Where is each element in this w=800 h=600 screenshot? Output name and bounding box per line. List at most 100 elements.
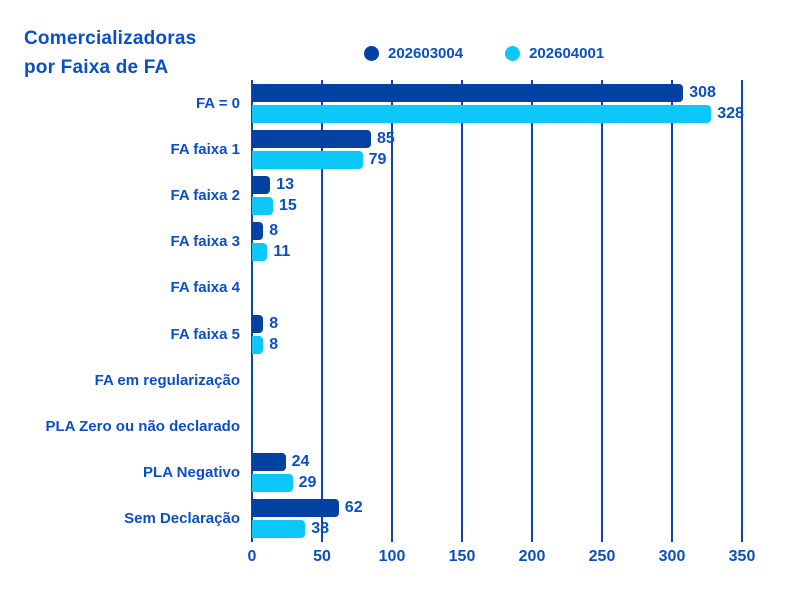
bar-line: 24: [252, 453, 742, 472]
category-label: FA faixa 4: [170, 279, 240, 297]
legend-item-202604001[interactable]: 202604001: [505, 45, 604, 62]
bar-line: 62: [252, 499, 742, 518]
gridline: [671, 80, 673, 542]
bar-202604001[interactable]: [252, 520, 306, 539]
x-axis: 0 50 100 150 200 250 300 350: [248, 548, 756, 568]
x-tick-label: 150: [448, 548, 476, 565]
category-label: FA faixa 3: [170, 233, 240, 251]
bar-value-label: 11: [273, 243, 291, 261]
x-tick-label: 200: [518, 548, 546, 565]
legend-label: 202603004: [388, 45, 464, 62]
bar-value-label: 15: [279, 196, 297, 214]
gridline: [461, 80, 463, 542]
legend-item-202603004[interactable]: 202603004: [364, 45, 463, 62]
bar-202604001[interactable]: [252, 474, 293, 493]
bar-group: [252, 403, 742, 449]
bar-group: 85 79: [252, 126, 742, 172]
legend-label: 202604001: [529, 45, 605, 62]
bar-value-label: 79: [368, 150, 387, 168]
plot-area: 308 328 85 79 13 15 8 11 8 8 24 29 62 38: [251, 80, 744, 542]
bar-202604001[interactable]: [252, 243, 268, 262]
gridline: [531, 80, 533, 542]
gridline: [321, 80, 323, 542]
chart-title: Comercializadoras por Faixa de FA: [24, 24, 196, 82]
bar-line: 79: [252, 150, 742, 169]
x-tick-label: 100: [378, 548, 406, 565]
bar-202604001[interactable]: [252, 196, 273, 215]
gridline: [601, 80, 603, 542]
bar-group: 13 15: [252, 172, 742, 218]
bar-value-label: 8: [269, 335, 279, 353]
bar-line: 308: [252, 83, 742, 102]
x-tick-label: 50: [313, 548, 331, 565]
bar-line: [252, 428, 742, 446]
bar-group: [252, 357, 742, 403]
bar-line: [252, 361, 742, 379]
x-tick-label: 350: [728, 548, 756, 565]
category-label: FA faixa 5: [170, 325, 240, 343]
bar-value-label: 13: [276, 175, 294, 193]
bar-line: 13: [252, 175, 742, 194]
bar-line: [252, 407, 742, 425]
bar-value-label: 8: [269, 314, 279, 332]
gridline: [741, 80, 743, 542]
bar-line: 29: [252, 474, 742, 493]
bar-202604001[interactable]: [252, 104, 712, 123]
legend-color-dot-icon: [364, 46, 379, 61]
bar-202603004[interactable]: [252, 222, 264, 241]
bar-line: [252, 289, 742, 307]
bar-line: 11: [252, 243, 742, 262]
bar-line: 8: [252, 314, 742, 333]
chart-rows: 308 328 85 79 13 15 8 11 8 8 24 29 62 38: [252, 80, 744, 542]
bar-value-label: 8: [269, 222, 279, 240]
bar-202603004[interactable]: [252, 499, 339, 518]
legend-color-dot-icon: [505, 46, 521, 61]
bar-202603004[interactable]: [252, 83, 684, 102]
bar-value-label: 85: [377, 129, 395, 147]
bar-group: 308 328: [252, 80, 744, 126]
category-label: PLA Negativo: [143, 464, 240, 482]
bar-group: 62 38: [252, 496, 742, 542]
bar-value-label: 62: [344, 499, 363, 517]
bar-line: 328: [252, 104, 744, 123]
category-label: Sem Declaração: [124, 510, 240, 528]
bar-group: [252, 265, 742, 311]
bar-value-label: 328: [717, 104, 744, 122]
category-label: FA = 0: [195, 94, 240, 112]
bar-value-label: 38: [311, 520, 329, 538]
bar-202603004[interactable]: [252, 314, 264, 333]
gridline: [251, 80, 253, 542]
bar-group: 24 29: [252, 450, 742, 496]
bar-202604001[interactable]: [252, 150, 363, 169]
bar-202603004[interactable]: [252, 453, 286, 472]
category-label: PLA Zero ou não declarado: [45, 417, 240, 435]
bar-line: 85: [252, 129, 742, 148]
gridlines: [251, 80, 743, 542]
category-label: FA em regularização: [94, 371, 240, 389]
bar-line: 8: [252, 335, 742, 354]
bar-line: 38: [252, 520, 742, 539]
category-label: FA faixa 2: [170, 186, 240, 204]
x-tick-label: 0: [247, 548, 257, 565]
bar-value-label: 29: [298, 474, 317, 492]
bar-line: [252, 382, 742, 400]
bar-202603004[interactable]: [252, 129, 371, 148]
bar-value-label: 308: [689, 83, 716, 101]
x-tick-label: 300: [658, 548, 686, 565]
category-labels: FA = 0 FA faixa 1 FA faixa 2 FA faixa 3 FA f…: [0, 80, 240, 542]
bar-line: [252, 268, 742, 286]
bar-group: 8 11: [252, 219, 742, 265]
x-tick-label: 250: [588, 548, 616, 565]
category-label: FA faixa 1: [170, 140, 240, 158]
bar-value-label: 24: [291, 453, 310, 471]
chart-title-line-2: por Faixa de FA: [24, 57, 169, 78]
bar-line: 15: [252, 196, 742, 215]
bar-202603004[interactable]: [252, 175, 271, 194]
bar-202604001[interactable]: [252, 335, 264, 354]
bar-line: 8: [252, 222, 742, 241]
gridline: [391, 80, 393, 542]
legend: 202603004 202604001: [364, 45, 604, 62]
chart-title-line-1: Comercializadoras: [24, 28, 197, 49]
